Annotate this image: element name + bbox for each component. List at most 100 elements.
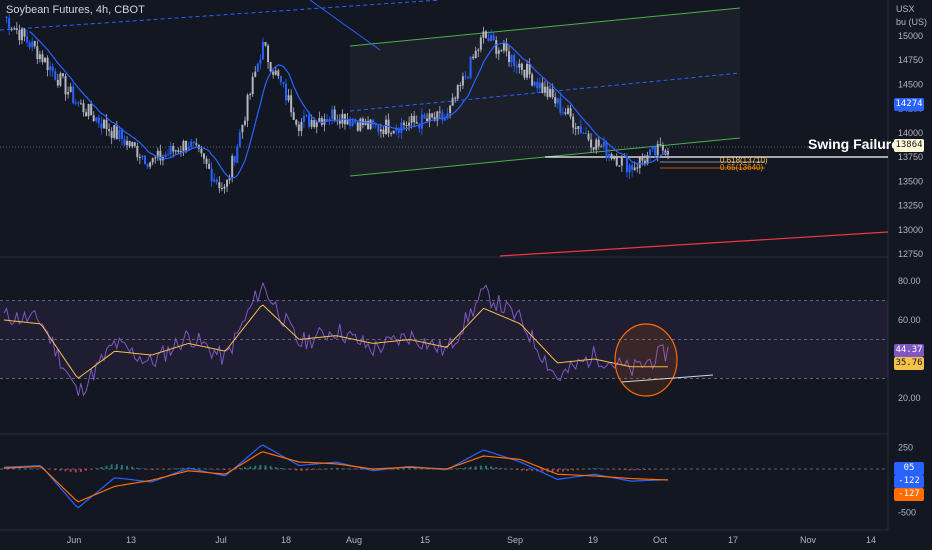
price-candle [549,89,552,97]
price-candle [638,157,641,169]
price-candle [502,43,505,51]
price-candle [174,150,177,152]
price-candle [5,16,8,19]
price-candle [26,36,29,43]
price-candle [420,114,423,129]
macd-histogram-bar [413,468,416,470]
price-candle [218,182,221,189]
macd-histogram-bar [197,468,200,469]
macd-histogram-bar [336,468,339,469]
price-tick-label: 13500 [898,176,923,186]
macd-histogram-bar [218,469,221,470]
price-candle [536,81,539,89]
macd-histogram-bar [643,469,646,470]
declining-ma-segment [309,0,381,51]
price-candle [402,122,405,126]
price-candle [615,157,618,166]
macd-histogram-bar [608,469,611,470]
macd-histogram-bar [33,468,36,469]
macd-histogram-bar [510,469,513,470]
channel-mid-line [349,72,741,112]
macd-histogram-bar [577,469,580,470]
price-candle [133,142,136,147]
price-candle [454,97,457,99]
price-candle [413,115,416,123]
price-candle [108,129,111,132]
price-candle [451,97,454,106]
price-candle [228,178,231,181]
price-candle [628,165,631,173]
price-candle [146,163,149,167]
macd-histogram-bar [664,468,667,470]
macd-histogram-bar [402,468,405,470]
macd-histogram-bar [392,469,395,470]
macd-histogram-bar [38,468,41,469]
price-candle [182,140,185,152]
macd-histogram-bar [541,469,544,472]
price-candle [185,140,188,151]
macd-histogram-bar [285,468,288,470]
price-candle [259,59,262,64]
price-candle [436,111,439,121]
price-candle [574,127,577,130]
macd-histogram-bar [110,464,113,469]
macd-histogram-bar [300,469,303,471]
price-candle [641,157,644,161]
price-candle [87,103,90,117]
price-candle [643,160,646,164]
macd-histogram-bar [551,469,554,472]
macd-histogram-bar [49,469,52,470]
macd-histogram-bar [356,469,359,470]
price-candle [505,43,508,52]
price-candle [59,73,62,86]
price-tick-label: 14750 [898,55,923,65]
price-candle [85,112,88,117]
macd-histogram-bar [515,469,518,471]
price-candle [28,42,31,48]
price-candle [31,41,34,48]
price-candle [541,82,544,93]
price-candle [543,86,546,93]
price-candle [487,37,490,41]
price-candle [561,112,564,114]
macd-histogram-bar [520,469,523,471]
price-candle [79,103,82,105]
macd-histogram-bar [208,468,211,470]
macd-histogram-bar [613,469,616,470]
time-tick-label: 19 [588,535,598,545]
price-candle [410,115,413,123]
price-candle [8,18,11,29]
macd-histogram-bar [161,469,164,470]
price-candle [264,42,267,46]
macd-histogram-bar [100,466,103,469]
price-candle [110,131,113,138]
macd-histogram-bar [136,467,139,469]
rsi-tick-label: 80.00 [898,276,921,286]
price-tick-label: 14500 [898,79,923,89]
time-tick-label: Jul [215,535,227,545]
price-candle [656,144,659,156]
price-candle [97,117,100,124]
price-candle [151,158,154,163]
macd-histogram-bar [592,468,595,469]
signal-line-tag: -127 [894,488,924,501]
price-candle [331,109,334,119]
price-candle [433,117,436,121]
price-candle [100,123,103,129]
price-candle [351,120,354,126]
macd-histogram-bar [238,467,241,469]
price-candle [56,79,59,86]
rsi-value-tag: 44.37 [894,344,924,357]
price-candle [102,119,105,129]
price-candle [305,115,308,117]
price-candle [372,119,375,125]
macd-histogram-bar [151,469,154,470]
price-candle [472,56,475,59]
price-candle [400,122,403,133]
price-candle [405,125,408,127]
macd-histogram-bar [167,468,170,470]
price-candle [495,40,498,54]
price-candle [508,51,511,63]
price-candle [533,81,536,86]
